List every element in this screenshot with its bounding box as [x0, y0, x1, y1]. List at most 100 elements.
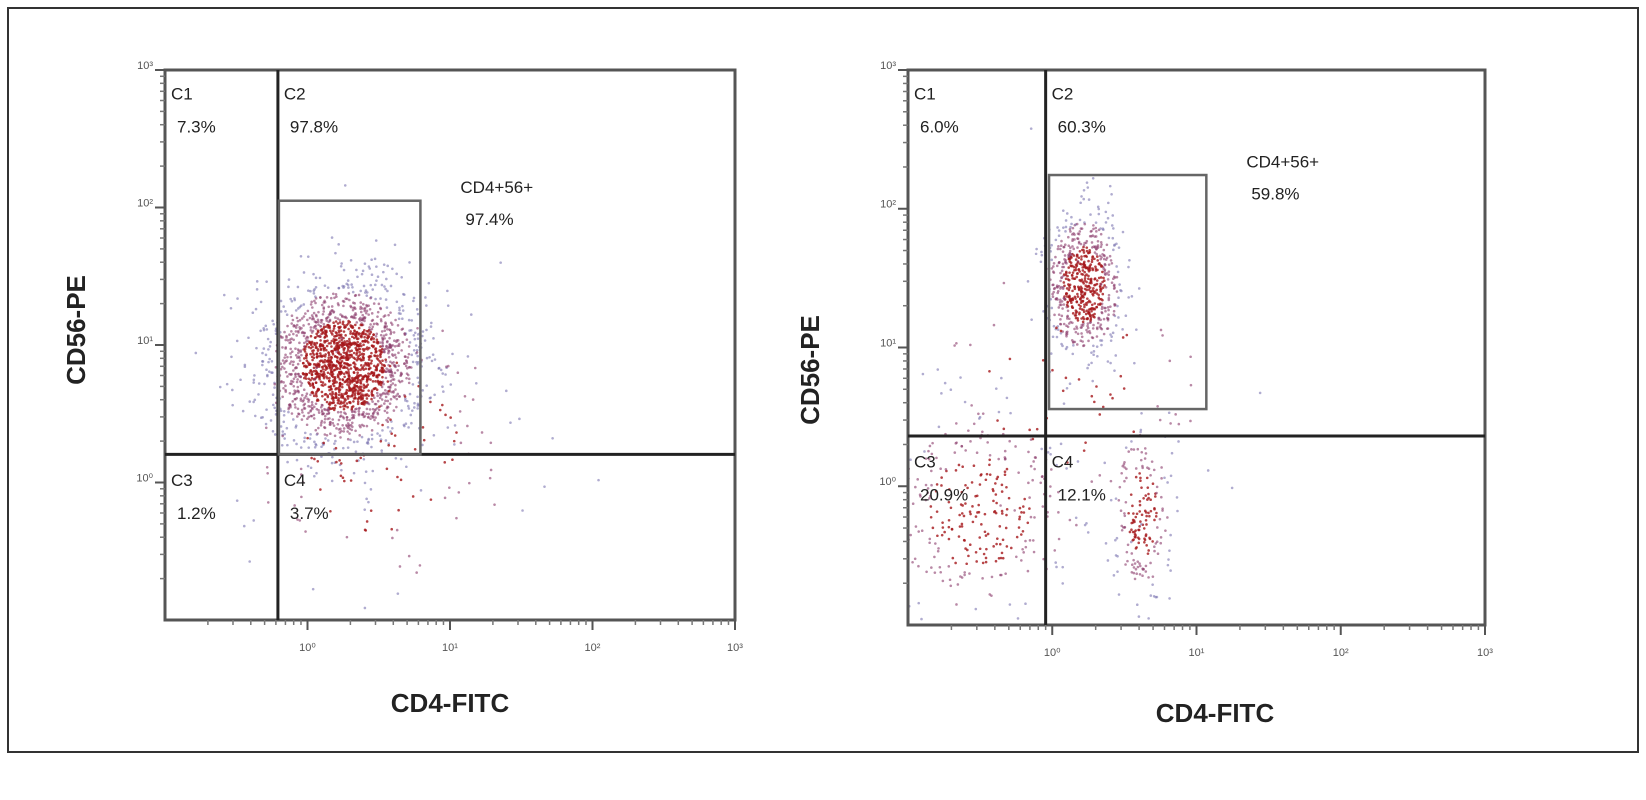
event-dot — [302, 324, 305, 327]
event-dot — [920, 529, 924, 532]
event-dot — [400, 349, 403, 352]
event-dot — [363, 508, 367, 511]
event-dot — [335, 331, 338, 335]
event-dot — [1048, 494, 1052, 498]
event-dot — [988, 458, 992, 462]
event-dot — [352, 400, 355, 403]
event-dot — [1107, 201, 1110, 205]
event-dot — [343, 404, 347, 407]
event-dot — [1015, 535, 1019, 539]
event-dot — [310, 391, 314, 394]
event-dot — [457, 491, 461, 494]
event-dot — [309, 346, 313, 350]
event-dot — [353, 389, 357, 393]
event-dot — [297, 389, 300, 393]
event-dot — [499, 261, 502, 264]
event-dot — [372, 333, 375, 336]
event-dot — [1072, 265, 1076, 269]
event-dot — [1083, 303, 1086, 306]
event-dot — [407, 554, 411, 558]
event-dot — [350, 376, 354, 380]
event-dot — [1076, 272, 1079, 275]
event-dot — [1088, 266, 1092, 270]
event-dot — [410, 366, 413, 369]
event-dot — [363, 414, 367, 418]
event-dot — [1057, 306, 1061, 309]
event-dot — [892, 443, 895, 446]
event-dot — [960, 444, 964, 448]
event-dot — [315, 352, 319, 356]
event-dot — [365, 397, 369, 400]
event-dot — [1097, 212, 1101, 216]
event-dot — [372, 340, 376, 344]
event-dot — [334, 292, 338, 296]
event-dot — [449, 416, 452, 419]
event-dot — [1126, 559, 1129, 563]
event-dot — [339, 436, 342, 439]
event-dot — [264, 353, 268, 357]
event-dot — [1040, 250, 1043, 254]
event-dot — [334, 404, 337, 407]
event-dot — [448, 486, 451, 489]
event-dot — [1093, 246, 1097, 249]
event-dot — [376, 432, 379, 435]
event-dot — [394, 318, 397, 322]
event-dot — [311, 316, 315, 319]
event-dot — [351, 390, 355, 394]
event-dot — [413, 331, 417, 335]
event-dot — [393, 396, 396, 399]
event-dot — [357, 389, 360, 393]
event-dot — [369, 296, 372, 300]
event-dot — [330, 331, 333, 334]
event-dot — [346, 397, 350, 400]
event-dot — [898, 517, 901, 520]
event-dot — [914, 525, 918, 528]
event-dot — [253, 398, 257, 402]
event-dot — [335, 359, 339, 363]
event-dot — [353, 377, 357, 381]
event-dot — [1060, 239, 1063, 243]
event-dot — [1032, 550, 1036, 554]
event-dot — [1056, 328, 1060, 331]
event-dot — [404, 422, 408, 426]
event-dot — [1091, 255, 1095, 258]
event-dot — [302, 364, 306, 368]
event-dot — [358, 319, 362, 322]
event-dot — [1099, 285, 1102, 289]
event-dot — [1055, 326, 1058, 330]
event-dot — [356, 378, 360, 382]
event-dot — [1109, 333, 1112, 336]
event-dot — [1082, 262, 1086, 265]
event-dot — [338, 318, 342, 322]
event-dot — [361, 318, 365, 321]
event-dot — [329, 310, 332, 314]
event-dot — [1110, 261, 1114, 265]
event-dot — [1147, 492, 1150, 496]
event-dot — [1074, 330, 1078, 334]
event-dot — [396, 475, 399, 479]
event-dot — [936, 534, 939, 538]
event-dot — [382, 315, 386, 318]
event-dot — [1085, 521, 1088, 525]
event-dot — [1161, 507, 1164, 510]
event-dot — [320, 321, 323, 324]
event-dot — [298, 356, 301, 360]
event-dot — [296, 362, 300, 366]
event-dot — [1065, 305, 1069, 309]
event-dot — [313, 377, 317, 381]
event-dot — [994, 387, 998, 390]
event-dot — [265, 408, 268, 411]
event-dot — [984, 534, 988, 537]
event-dot — [1109, 479, 1113, 483]
event-dot — [1056, 247, 1060, 251]
event-dot — [1081, 299, 1085, 303]
event-dot — [331, 406, 335, 410]
event-dot — [388, 328, 391, 331]
event-dot — [357, 333, 361, 336]
event-dot — [1077, 287, 1081, 291]
event-dot — [401, 317, 404, 321]
event-dot — [1101, 280, 1104, 284]
event-dot — [1014, 445, 1017, 448]
event-dot — [1029, 515, 1033, 519]
event-dot — [365, 497, 368, 501]
